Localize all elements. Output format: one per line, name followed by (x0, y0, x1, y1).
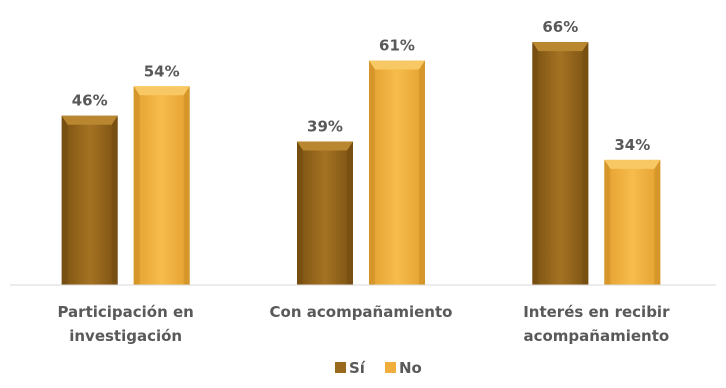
legend-label: No (399, 359, 422, 377)
legend-swatch (385, 362, 396, 373)
bar-bevel-right (654, 159, 661, 285)
bar-0-1 (133, 86, 190, 285)
bar-bevel-right (582, 42, 589, 286)
category-label: Con acompañamiento (270, 303, 453, 321)
bar-bevel-top (297, 141, 353, 151)
bar-bevel-right (419, 60, 425, 285)
bar-1-1 (369, 60, 425, 285)
data-label: 46% (72, 92, 108, 110)
bar-body (297, 141, 353, 285)
data-label: 54% (144, 62, 180, 80)
category-label: Interés en recibir (523, 303, 670, 321)
data-label: 61% (379, 37, 415, 55)
bar-bevel-right (183, 86, 190, 285)
bar-body (604, 159, 661, 285)
legend: Sí No (335, 359, 422, 377)
legend-swatch (335, 362, 346, 373)
bar-0-0 (61, 115, 118, 285)
bar-bevel-right (111, 115, 118, 285)
bar-2-1 (604, 159, 661, 285)
bar-bevel-left (133, 86, 140, 285)
data-label: 39% (307, 117, 343, 135)
bars-group (61, 42, 661, 286)
bar-bevel-top (133, 86, 190, 96)
bar-body (133, 86, 190, 285)
bar-bevel-right (347, 141, 353, 285)
bar-bevel-left (604, 159, 611, 285)
legend-item: No (385, 359, 422, 377)
bar-bevel-top (369, 60, 425, 70)
data-label: 66% (542, 18, 578, 36)
bar-bevel-left (297, 141, 303, 285)
data-label: 34% (614, 136, 650, 154)
labels-group: 46% 54% Participación en investigación 39% 61… (57, 18, 670, 345)
legend-label: Sí (349, 359, 366, 377)
bar-2-0 (532, 42, 589, 286)
category-label: investigación (69, 327, 182, 345)
bar-body (61, 115, 118, 285)
bar-body (532, 42, 589, 286)
bar-bevel-left (369, 60, 375, 285)
bar-bevel-top (532, 42, 589, 52)
legend-item: Sí (335, 359, 366, 377)
bar-bevel-top (61, 115, 118, 125)
bar-bevel-left (61, 115, 68, 285)
bar-1-0 (297, 141, 353, 285)
category-label: Participación en (57, 303, 193, 321)
category-label: acompañamiento (523, 327, 669, 345)
bar-body (369, 60, 425, 285)
bar-bevel-top (604, 159, 661, 169)
bar-bevel-left (532, 42, 539, 286)
